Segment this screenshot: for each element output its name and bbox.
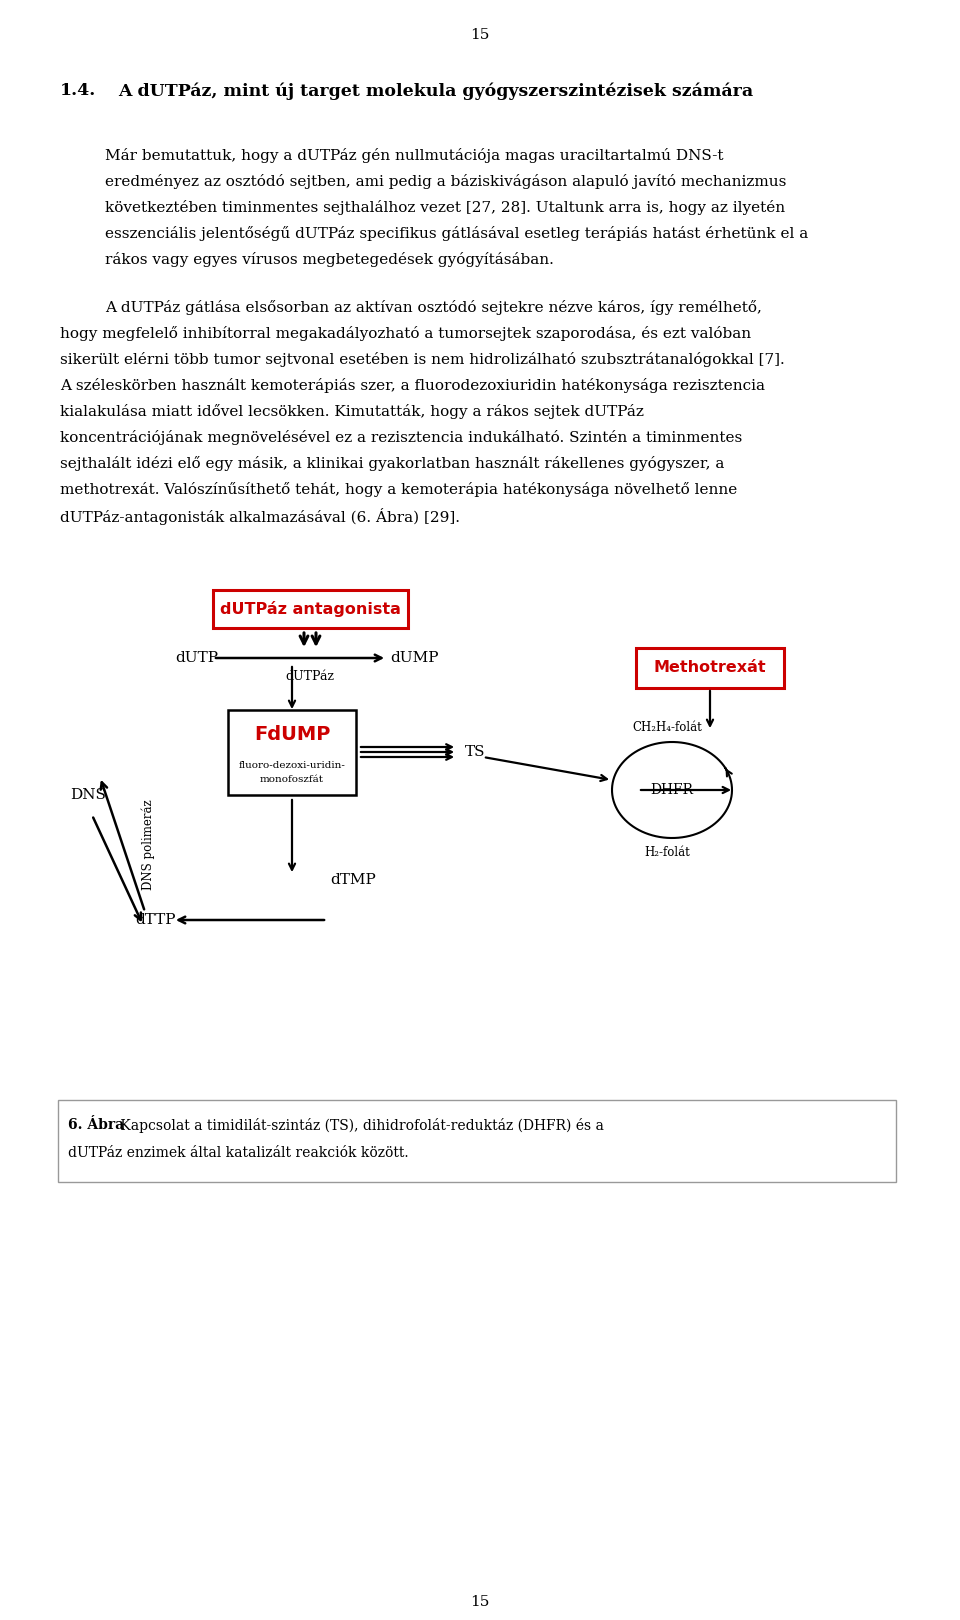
Text: dUTPáz-antagonisták alkalmazásával (6. Ábra) [29].: dUTPáz-antagonisták alkalmazásával (6. Á…: [60, 509, 460, 525]
Text: FdUMP: FdUMP: [253, 726, 330, 745]
Text: rákos vagy egyes vírusos megbetegedések gyógyításában.: rákos vagy egyes vírusos megbetegedések …: [105, 253, 554, 267]
Text: A dUTPáz, mint új target molekula gyógyszerszintézisek számára: A dUTPáz, mint új target molekula gyógys…: [118, 83, 754, 99]
Text: sikerült elérni több tumor sejtvonal esetében is nem hidrolizálható szubsztrátan: sikerült elérni több tumor sejtvonal ese…: [60, 352, 784, 368]
Text: Már bemutattuk, hogy a dUTPáz gén nullmutációja magas uraciltartalmú DNS-t: Már bemutattuk, hogy a dUTPáz gén nullmu…: [105, 147, 724, 164]
Text: dUTPáz enzimek által katalizált reakciók között.: dUTPáz enzimek által katalizált reakciók…: [68, 1145, 409, 1160]
Text: Methotrexát: Methotrexát: [654, 661, 766, 676]
Text: esszenciális jelentőségű dUTPáz specifikus gátlásával esetleg terápiás hatást ér: esszenciális jelentőségű dUTPáz specifik…: [105, 227, 808, 241]
Text: A széleskörben használt kemoterápiás szer, a fluorodezoxiuridin hatékonysága rez: A széleskörben használt kemoterápiás sze…: [60, 377, 765, 394]
Text: 6. Ábra: 6. Ábra: [68, 1118, 124, 1132]
Bar: [212, 590, 407, 629]
Text: CH₂H₄-folát: CH₂H₄-folát: [632, 721, 702, 734]
Text: következtében timinmentes sejthalálhoz vezet [27, 28]. Utaltunk arra is, hogy az: következtében timinmentes sejthalálhoz v…: [105, 199, 785, 215]
Text: dUTPáz: dUTPáz: [285, 671, 334, 684]
Text: 15: 15: [470, 1596, 490, 1609]
Text: DNS: DNS: [70, 787, 106, 802]
Text: dTTP: dTTP: [135, 914, 176, 927]
Text: H₂-folát: H₂-folát: [644, 846, 690, 859]
Text: fluoro-dezoxi-uridin-: fluoro-dezoxi-uridin-: [239, 760, 346, 770]
Text: kialakulása miatt idővel lecsökken. Kimutatták, hogy a rákos sejtek dUTPáz: kialakulása miatt idővel lecsökken. Kimu…: [60, 403, 644, 420]
Bar: [636, 648, 784, 688]
Text: hogy megfelelő inhibítorral megakadályozható a tumorsejtek szaporodása, és ezt v: hogy megfelelő inhibítorral megakadályoz…: [60, 326, 751, 340]
Text: DHFR: DHFR: [651, 782, 693, 797]
Text: monofoszfát: monofoszfát: [260, 776, 324, 784]
Text: koncentrációjának megnövelésével ez a rezisztencia indukálható. Szintén a timinm: koncentrációjának megnövelésével ez a re…: [60, 429, 742, 446]
Text: dTMP: dTMP: [330, 873, 375, 888]
Text: TS: TS: [465, 745, 486, 760]
Text: dUTP: dUTP: [175, 651, 218, 664]
Text: dUMP: dUMP: [390, 651, 439, 664]
Text: methotrexát. Valószínűsíthető tehát, hogy a kemoterápia hatékonysága növelhető l: methotrexát. Valószínűsíthető tehát, hog…: [60, 483, 737, 497]
Text: DNS polimeráz: DNS polimeráz: [141, 800, 155, 891]
Text: eredményez az osztódó sejtben, ami pedig a báziskivágáson alapuló javító mechani: eredményez az osztódó sejtben, ami pedig…: [105, 173, 786, 190]
Text: 1.4.: 1.4.: [60, 83, 96, 99]
Text: sejthalált idézi elő egy másik, a klinikai gyakorlatban használt rákellenes gyóg: sejthalált idézi elő egy másik, a klinik…: [60, 455, 725, 471]
Text: A dUTPáz gátlása elsősorban az aktívan osztódó sejtekre nézve káros, így remélhe: A dUTPáz gátlása elsősorban az aktívan o…: [105, 300, 762, 314]
Text: 15: 15: [470, 28, 490, 42]
Text: dUTPáz antagonista: dUTPáz antagonista: [220, 601, 400, 617]
Text: Kapcsolat a timidilát-szintáz (TS), dihidrofolát-reduktáz (DHFR) és a: Kapcsolat a timidilát-szintáz (TS), dihi…: [116, 1118, 604, 1132]
Bar: [228, 710, 356, 795]
Bar: [58, 1100, 896, 1183]
